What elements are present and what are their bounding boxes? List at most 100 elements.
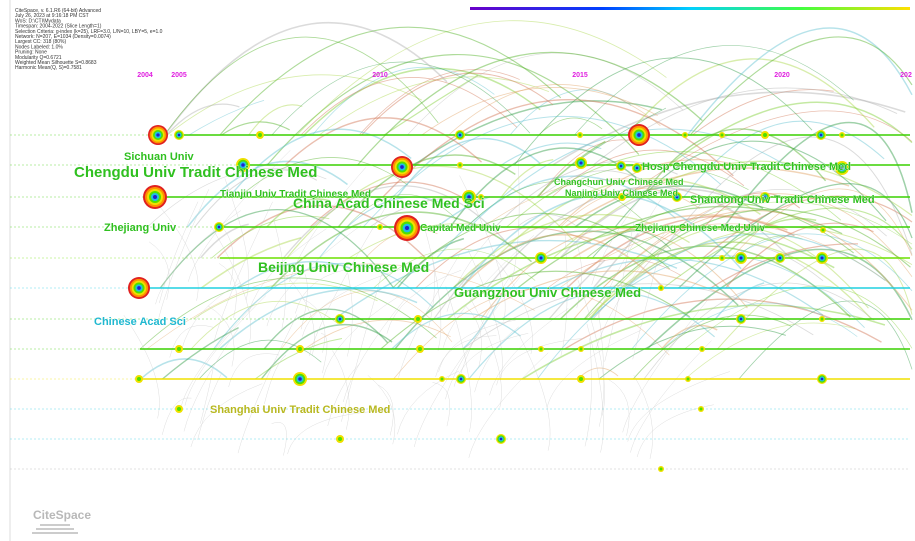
- node-label: Zhejiang Univ: [104, 222, 177, 234]
- link: [342, 297, 407, 403]
- link: [482, 178, 746, 228]
- link: [221, 121, 290, 136]
- link: [413, 100, 662, 166]
- link: [200, 236, 302, 289]
- link: [641, 128, 827, 198]
- year-label: 2020: [774, 72, 790, 79]
- node-ring: [699, 407, 703, 411]
- link: [631, 233, 913, 350]
- link: [725, 222, 874, 289]
- link: [721, 217, 817, 259]
- info-line: Pruning: None: [15, 50, 47, 56]
- link: [480, 228, 748, 320]
- link: [546, 330, 641, 408]
- link: [496, 338, 584, 386]
- link: [166, 74, 423, 136]
- node-label: Beijing Univ Chinese Med: [258, 259, 429, 275]
- year-label: 2015: [572, 72, 588, 79]
- link: [458, 277, 510, 381]
- link: [661, 324, 718, 350]
- link: [407, 52, 684, 136]
- node-ring: [338, 317, 342, 321]
- link: [397, 370, 459, 435]
- link: [332, 350, 350, 430]
- link: [207, 305, 235, 367]
- link: [538, 117, 603, 136]
- link: [264, 354, 287, 405]
- links: [123, 20, 913, 459]
- link: [574, 45, 854, 136]
- info-line: Nodes Labeled: 1.0%: [15, 44, 63, 50]
- node-ring: [177, 407, 181, 411]
- link: [266, 53, 640, 166]
- link: [273, 219, 286, 329]
- logo-bar: [36, 528, 74, 530]
- info-line: WoS: D:\CTI\Mydata: [15, 18, 61, 24]
- node-ring: [659, 286, 663, 290]
- link: [284, 273, 315, 355]
- link: [190, 300, 339, 350]
- node-label: Guangzhou Univ Chinese Med: [454, 285, 641, 300]
- link: [341, 274, 382, 422]
- node-ring: [579, 161, 583, 165]
- link: [147, 168, 327, 228]
- link: [210, 226, 252, 345]
- node-ring: [499, 437, 503, 441]
- link: [169, 325, 214, 358]
- link: [723, 121, 913, 228]
- link: [564, 298, 882, 350]
- node-label: Chinese Acad Sci: [94, 316, 186, 328]
- node-ring: [820, 317, 824, 321]
- link: [591, 174, 660, 285]
- link: [494, 160, 678, 228]
- link: [367, 375, 396, 445]
- link: [312, 66, 495, 136]
- link: [295, 266, 361, 314]
- link: [219, 26, 562, 136]
- info-line: Largest CC: 318 (80%): [15, 39, 66, 45]
- link: [220, 224, 234, 285]
- node-ring: [840, 133, 844, 137]
- link: [506, 151, 842, 228]
- link: [539, 170, 658, 198]
- link: [511, 160, 520, 281]
- year-label: 2004: [137, 72, 153, 79]
- link: [266, 225, 362, 327]
- node-label: China Acad Chinese Med Sci: [293, 195, 485, 211]
- link: [181, 274, 284, 407]
- node-ring: [298, 377, 302, 381]
- node-ring: [153, 195, 157, 199]
- node-ring: [637, 133, 641, 137]
- link: [156, 202, 199, 301]
- link: [462, 283, 814, 350]
- link: [702, 195, 913, 259]
- link: [597, 309, 605, 427]
- link: [617, 201, 913, 259]
- link: [162, 327, 239, 380]
- link: [303, 67, 541, 136]
- link: [164, 22, 448, 136]
- link: [432, 382, 451, 427]
- node-ring: [579, 347, 583, 351]
- link: [501, 258, 824, 320]
- link: [158, 189, 210, 318]
- link: [646, 248, 913, 350]
- nodes: [128, 124, 849, 472]
- info-line: Modularity Q=0.6721: [15, 55, 62, 61]
- node-label: Sichuan Univ: [124, 151, 195, 163]
- node-ring: [720, 133, 724, 137]
- link: [337, 154, 516, 228]
- link: [577, 280, 605, 416]
- node-ring: [418, 347, 422, 351]
- node-ring: [763, 133, 767, 137]
- link: [190, 383, 263, 447]
- link: [559, 188, 737, 259]
- link: [159, 201, 199, 304]
- link: [188, 99, 265, 136]
- link: [194, 169, 318, 228]
- node-label: Tianjin Univ Tradit Chinese Med: [220, 189, 371, 200]
- link: [468, 352, 549, 458]
- link: [199, 223, 249, 259]
- link: [465, 306, 482, 369]
